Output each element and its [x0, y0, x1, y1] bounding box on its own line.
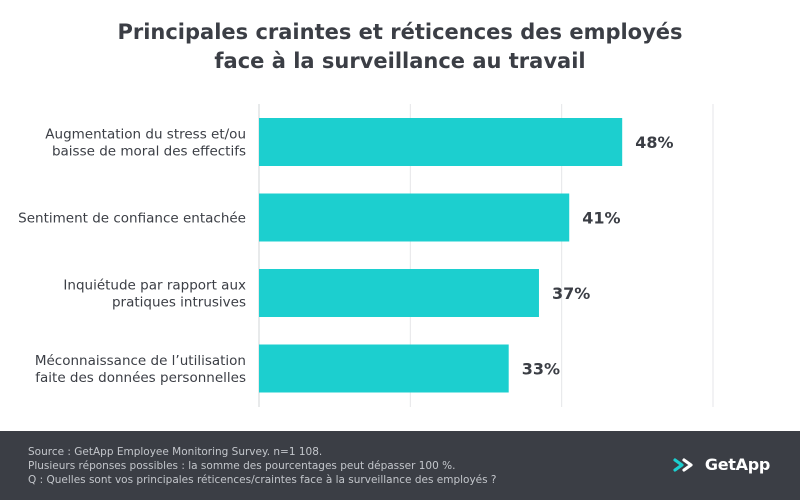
question-note: Q : Quelles sont vos principales réticen…	[28, 474, 497, 486]
footer: Source : GetApp Employee Monitoring Surv…	[0, 431, 800, 500]
value-label: 41%	[582, 209, 620, 228]
category-label: Inquiétude par rapport aux	[63, 278, 246, 294]
bar	[259, 193, 570, 242]
chart-title: Principales craintes et réticences des e…	[0, 18, 800, 76]
category-label: Augmentation du stress et/ou	[45, 127, 246, 143]
source-note: Source : GetApp Employee Monitoring Surv…	[28, 446, 323, 458]
category-label: baisse de moral des effectifs	[52, 144, 246, 160]
getapp-logo: GetApp	[673, 455, 770, 474]
responses-note: Plusieurs réponses possibles : la somme …	[28, 460, 456, 472]
getapp-chevrons-icon	[673, 457, 693, 472]
category-label: Méconnaissance de l’utilisation	[35, 353, 246, 369]
value-label: 33%	[522, 360, 560, 379]
category-label: faite des données personnelles	[35, 370, 246, 386]
footer-notes: Source : GetApp Employee Monitoring Surv…	[28, 445, 497, 487]
value-label: 48%	[635, 133, 673, 152]
value-label: 37%	[552, 284, 590, 303]
chart-title-line-2: face à la surveillance au travail	[214, 49, 586, 73]
bar	[259, 269, 539, 317]
category-label: pratiques intrusives	[112, 295, 246, 311]
brand-name: GetApp	[704, 455, 770, 474]
bar	[259, 344, 509, 393]
category-label: Sentiment de confiance entachée	[18, 211, 246, 227]
bar	[259, 118, 623, 166]
chart-title-line-1: Principales craintes et réticences des e…	[117, 20, 683, 44]
